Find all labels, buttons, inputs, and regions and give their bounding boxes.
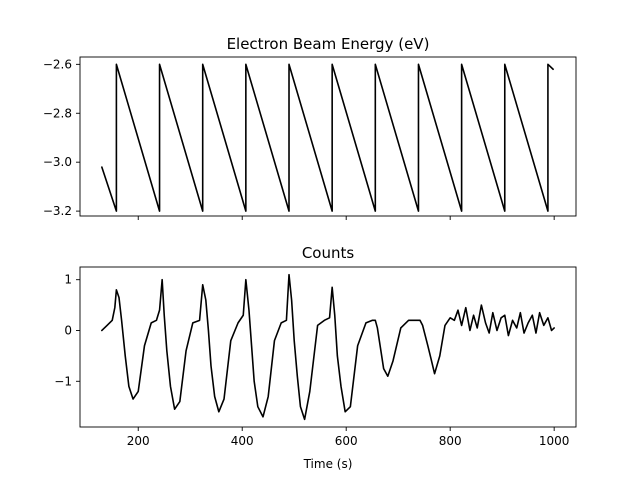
bottom-x-tick-label-2: 600 xyxy=(335,434,358,448)
bottom-chart-title: Counts xyxy=(302,244,355,262)
bottom-x-tick-label-4: 1000 xyxy=(539,434,570,448)
top-y-tick-label-1: −3.0 xyxy=(43,155,72,169)
top-chart-title: Electron Beam Energy (eV) xyxy=(227,35,430,53)
bottom-x-tick-label-1: 400 xyxy=(231,434,254,448)
bottom-y-tick-label-0: −1 xyxy=(54,374,72,388)
bottom-x-tick-label-3: 800 xyxy=(439,434,462,448)
bottom-y-tick-label-2: 1 xyxy=(64,273,72,287)
bottom-x-tick-label-0: 200 xyxy=(127,434,150,448)
bottom-x-axis-label: Time (s) xyxy=(303,457,353,471)
bottom-y-tick-label-1: 0 xyxy=(64,323,72,337)
top-y-tick-label-2: −2.8 xyxy=(43,106,72,120)
top-y-tick-label-3: −2.6 xyxy=(43,57,72,71)
top-y-tick-label-0: −3.2 xyxy=(43,204,72,218)
